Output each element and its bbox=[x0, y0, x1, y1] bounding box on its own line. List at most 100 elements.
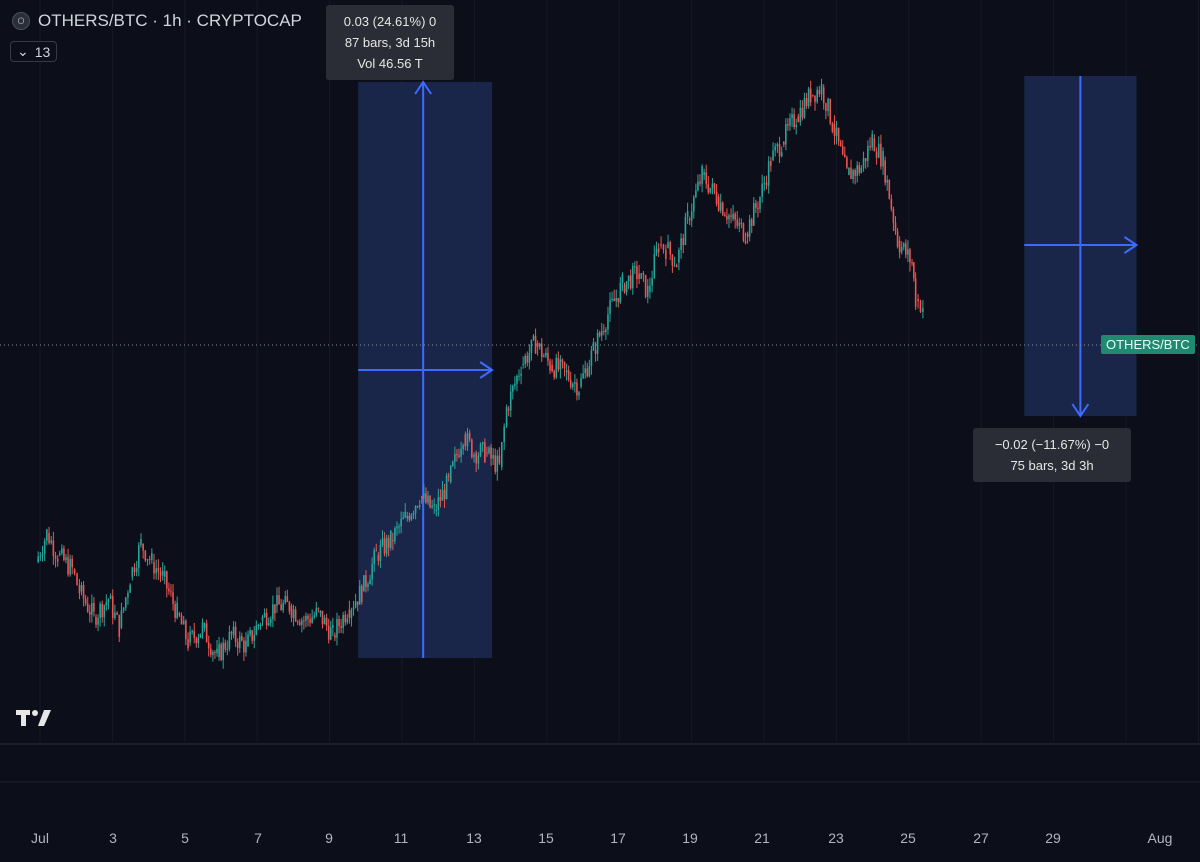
price-scale-label[interactable]: OTHERS/BTC bbox=[1101, 335, 1195, 354]
candle bbox=[91, 603, 93, 615]
candle bbox=[894, 222, 897, 232]
candle bbox=[744, 240, 747, 244]
candle bbox=[752, 203, 755, 226]
candle bbox=[693, 197, 695, 212]
candle bbox=[425, 493, 427, 503]
candle bbox=[144, 550, 147, 561]
candle bbox=[195, 638, 198, 644]
candle bbox=[563, 362, 566, 369]
candle bbox=[443, 489, 446, 500]
candle bbox=[95, 616, 97, 625]
candle bbox=[809, 88, 812, 103]
candle bbox=[795, 125, 797, 127]
candle bbox=[569, 379, 572, 388]
candle bbox=[265, 612, 268, 626]
candle bbox=[462, 445, 464, 450]
symbol-header[interactable]: O OTHERS/BTC · 1h · CRYPTOCAP bbox=[12, 11, 302, 31]
candle bbox=[636, 266, 638, 280]
candle bbox=[673, 265, 676, 267]
candle bbox=[520, 373, 522, 376]
candle bbox=[214, 652, 216, 654]
candle bbox=[892, 209, 895, 223]
candle bbox=[695, 190, 697, 198]
candle bbox=[594, 350, 597, 354]
time-axis-label: 5 bbox=[181, 830, 189, 846]
candle bbox=[772, 150, 774, 161]
candle bbox=[377, 554, 380, 561]
candle bbox=[170, 591, 172, 593]
candle bbox=[278, 595, 280, 605]
measure-tooltip-down: −0.02 (−11.67%) −0 75 bars, 3d 3h bbox=[973, 428, 1131, 482]
candle bbox=[458, 455, 460, 457]
indicators-toggle-button[interactable]: ⌄ 13 bbox=[10, 41, 58, 62]
candle bbox=[338, 619, 340, 627]
candle bbox=[431, 505, 433, 508]
candle bbox=[191, 631, 193, 633]
candle bbox=[479, 444, 482, 456]
candle bbox=[877, 143, 880, 158]
candle bbox=[301, 620, 303, 625]
candle bbox=[496, 455, 499, 472]
candle bbox=[321, 610, 324, 625]
candle bbox=[759, 197, 761, 209]
candle bbox=[605, 329, 607, 333]
time-axis-label: Aug bbox=[1147, 830, 1173, 846]
candle bbox=[346, 618, 349, 623]
candle bbox=[222, 642, 225, 660]
candle bbox=[336, 619, 338, 638]
candle bbox=[820, 84, 823, 95]
symbol-title: OTHERS/BTC · 1h · CRYPTOCAP bbox=[38, 11, 302, 30]
candle bbox=[703, 172, 705, 175]
candle bbox=[161, 570, 164, 576]
candle bbox=[669, 242, 672, 255]
candle bbox=[157, 568, 160, 572]
candle bbox=[97, 617, 99, 625]
candle bbox=[543, 355, 545, 357]
measure-bars: 75 bars, 3d 3h bbox=[1010, 458, 1094, 473]
candle bbox=[880, 143, 882, 167]
time-axis-label: 15 bbox=[538, 830, 554, 846]
candle bbox=[660, 244, 662, 246]
candle bbox=[276, 595, 278, 606]
candle bbox=[46, 529, 48, 541]
candle bbox=[858, 165, 861, 173]
candle bbox=[197, 637, 200, 644]
candle bbox=[178, 613, 181, 616]
candle bbox=[667, 242, 669, 249]
candle bbox=[232, 626, 235, 636]
tradingview-logo-icon[interactable] bbox=[16, 708, 52, 733]
candle bbox=[646, 285, 649, 297]
candle bbox=[540, 343, 543, 357]
candle bbox=[155, 568, 157, 574]
candle bbox=[505, 407, 508, 427]
candle bbox=[803, 98, 806, 118]
candle bbox=[584, 368, 587, 374]
candle bbox=[131, 567, 134, 577]
candle bbox=[797, 116, 800, 122]
candle bbox=[590, 350, 593, 367]
candle bbox=[371, 563, 373, 580]
candle bbox=[369, 579, 371, 585]
candle bbox=[176, 602, 178, 618]
candle bbox=[611, 298, 613, 301]
candle bbox=[288, 602, 291, 612]
candle bbox=[269, 619, 272, 624]
candle bbox=[574, 382, 576, 384]
candle bbox=[129, 584, 131, 593]
candle bbox=[684, 217, 687, 245]
candle bbox=[468, 432, 471, 440]
candle bbox=[856, 165, 859, 176]
candle bbox=[50, 540, 53, 544]
candle bbox=[105, 602, 108, 606]
candle bbox=[911, 262, 913, 264]
candle bbox=[746, 233, 749, 237]
candle bbox=[770, 161, 772, 166]
candle bbox=[682, 238, 685, 245]
candle bbox=[486, 452, 488, 454]
time-axis-label: 23 bbox=[828, 830, 844, 846]
candle bbox=[603, 331, 605, 333]
arrow-head-icon bbox=[479, 361, 494, 379]
candle bbox=[709, 187, 712, 193]
